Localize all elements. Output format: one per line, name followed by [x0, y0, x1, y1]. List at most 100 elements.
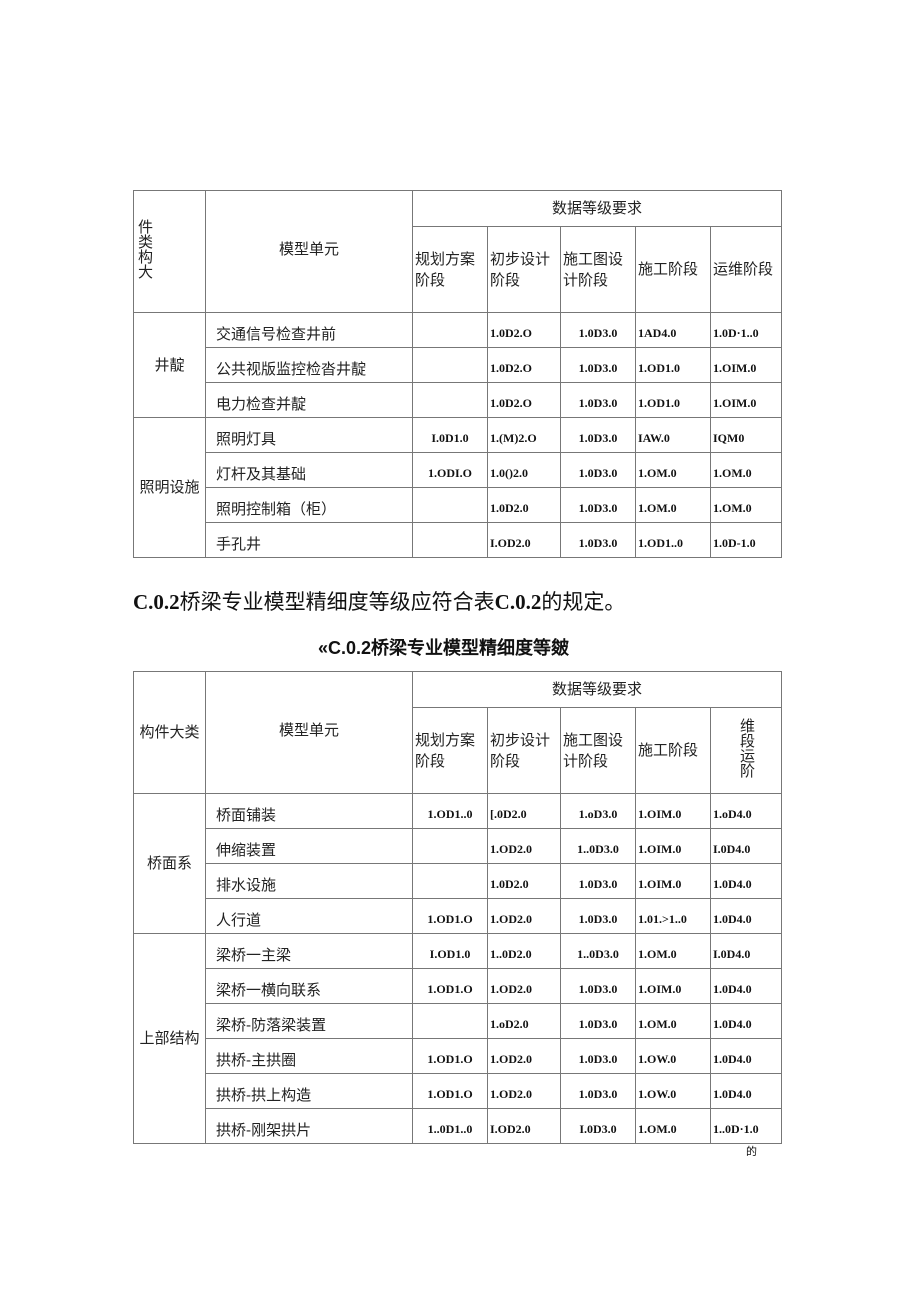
header-stage-4: 运维阶段: [709, 226, 783, 313]
level-cell: I.OD1.0: [412, 933, 488, 969]
level-cell: 1.OM.0: [635, 1108, 711, 1144]
header-unit: 模型单元: [205, 190, 413, 313]
level-cell: 1.0D3.0: [560, 417, 636, 453]
level-cell: [412, 347, 488, 383]
level-cell: 1.OD2.0: [487, 828, 561, 864]
header-category: 件类构大: [133, 190, 206, 313]
level-cell: I.0D4.0: [709, 933, 783, 969]
table-row: 灯杆及其基础 1.ODI.O 1.0()2.0 1.0D3.0 1.OM.0 1.OM.0: [134, 452, 783, 488]
level-cell: 1.0D3.0: [560, 312, 636, 348]
level-cell: 1.0D2.0: [487, 487, 561, 523]
category-cell: 井靛: [133, 312, 206, 418]
model-unit-cell: 灯杆及其基础: [205, 452, 413, 488]
level-cell: 1.OD1.0: [635, 347, 711, 383]
level-cell: 1.0D3.0: [560, 1038, 636, 1074]
stage-label: 维段运阶: [738, 717, 755, 778]
level-cell: 1.0D4.0: [709, 863, 783, 899]
header-stage-1: 初步设计阶段: [487, 226, 561, 313]
stage-label: 初步设计阶段: [490, 730, 551, 770]
level-cell: 1..0D2.0: [487, 933, 561, 969]
level-cell: 1.OD2.0: [487, 968, 561, 1004]
level-cell: [412, 312, 488, 348]
level-cell: 1.0D2.O: [487, 382, 561, 418]
level-cell: 1.OIM.0: [709, 347, 783, 383]
stage-label: 施工阶段: [638, 741, 699, 759]
header-stage-4: 维段运阶: [709, 707, 783, 794]
level-cell: [412, 487, 488, 523]
level-cell: 1.0D2.0: [487, 863, 561, 899]
level-cell: 1.oD2.0: [487, 1003, 561, 1039]
table-row: 井靛 交通信号检查井前 1.0D2.O 1.0D3.0 1AD4.0 1.0D·1..0: [133, 312, 783, 418]
level-cell: I.OD2.0: [487, 1108, 561, 1144]
table-row: 排水设施 1.0D2.0 1.0D3.0 1.OIM.0 1.0D4.0: [134, 863, 783, 899]
header-data-level: 数据等级要求: [411, 190, 783, 227]
level-cell: I.0D3.0: [560, 1108, 636, 1144]
level-cell: 1.OM.0: [635, 933, 711, 969]
level-cell: 1.0D3.0: [560, 522, 636, 558]
level-cell: 1.oD3.0: [560, 793, 636, 829]
footer-text: 的: [746, 1145, 757, 1158]
model-unit-cell: 梁桥-防落梁装置: [205, 1003, 413, 1039]
model-unit-cell: 桥面铺装: [205, 793, 413, 829]
stage-label: 施工图设计阶段: [563, 249, 624, 289]
stage-label: 规划方案阶段: [415, 249, 476, 289]
level-cell: 1.0D4.0: [709, 1038, 783, 1074]
level-cell: 1.OD1.O: [412, 1038, 488, 1074]
level-cell: 1.OD1.O: [412, 968, 488, 1004]
model-unit-cell: 拱桥-刚架拱片: [205, 1108, 413, 1144]
level-cell: 1.0()2.0: [487, 452, 561, 488]
table-model-levels-1: 件类构大 模型单元 数据等级要求规划方案阶段 初步设计阶段 施工图设计阶段 施工阶段 运维阶…: [133, 190, 783, 558]
level-cell: 1.OW.0: [635, 1038, 711, 1074]
header-stage-1: 初步设计阶段: [487, 707, 561, 794]
level-cell: 1.(M)2.O: [487, 417, 561, 453]
level-cell: 1.OD1.O: [412, 1073, 488, 1109]
header-stage-3: 施工阶段: [635, 707, 711, 794]
category-cell: 桥面系: [133, 793, 206, 934]
table-row: 照明设施 照明灯具 I.0D1.0 1.(M)2.O 1.0D3.0 IAW.0 IQM0: [133, 417, 783, 558]
table-bridge-model-levels: 构件大类 模型单元 数据等级要求 规划方案阶段 初步设计阶段 施工图设计阶段 施工阶段 维段运…: [133, 671, 783, 1144]
stage-label: 运维阶段: [713, 260, 774, 278]
model-unit-cell: 梁桥一主梁: [205, 933, 413, 969]
header-category: 构件大类: [133, 671, 206, 794]
level-cell: 1.OIM.0: [635, 828, 711, 864]
model-unit-cell: 拱桥-主拱圈: [205, 1038, 413, 1074]
level-cell: 1.OD2.0: [487, 1038, 561, 1074]
header-stage-0: 规划方案阶段: [412, 226, 488, 313]
table-caption: «C.0.2桥梁专业模型精细度等皴: [318, 638, 570, 658]
model-unit-cell: 伸缩装置: [205, 828, 413, 864]
level-cell: 1.OW.0: [635, 1073, 711, 1109]
header-data-level: 数据等级要求: [411, 671, 783, 708]
category-cell: 照明设施: [133, 417, 206, 558]
model-unit-cell: 照明控制箱（柜）: [205, 487, 413, 523]
level-cell: 1.OD1..0: [635, 522, 711, 558]
level-cell: 1.0D3.0: [560, 898, 636, 934]
level-cell: 1.0D3.0: [560, 347, 636, 383]
level-cell: 1AD4.0: [635, 312, 711, 348]
level-cell: [.0D2.0: [487, 793, 561, 829]
level-cell: 1.0D-1.0: [709, 522, 783, 558]
level-cell: [412, 1003, 488, 1039]
level-cell: 1..0D3.0: [560, 828, 636, 864]
header-category-text: 构件大类: [139, 723, 200, 741]
table-row: 伸缩装置 1.OD2.0 1..0D3.0 1.OIM.0 I.0D4.0: [134, 828, 783, 864]
table-ref: C.0.2: [494, 590, 542, 614]
level-cell: 1.0D4.0: [709, 968, 783, 1004]
level-cell: 1.0D4.0: [709, 898, 783, 934]
table-row: 拱桥-主拱圈 1.OD1.O 1.OD2.0 1.0D3.0 1.OW.0 1.0D4.0: [134, 1038, 783, 1074]
category-cell: 上部结构: [133, 933, 206, 1144]
stage-label: 施工阶段: [638, 260, 699, 278]
level-cell: 1..0D3.0: [560, 933, 636, 969]
level-cell: 1.0D3.0: [560, 382, 636, 418]
level-cell: 1.ODI.O: [412, 452, 488, 488]
table-row: 人行道 1.OD1.O 1.OD2.0 1.0D3.0 1.01.>1..0 1.0D4.…: [134, 898, 783, 934]
table-row: 手孔井 I.OD2.0 1.0D3.0 1.OD1..0 1.0D-1.0: [134, 522, 783, 558]
model-unit-cell: 照明灯具: [205, 417, 413, 453]
level-cell: [412, 382, 488, 418]
level-cell: 1.0D3.0: [560, 452, 636, 488]
stage-label: 初步设计阶段: [490, 249, 551, 289]
level-cell: 1.0D2.O: [487, 312, 561, 348]
header-stage-2: 施工图设计阶段: [560, 226, 636, 313]
level-cell: 1.OIM.0: [709, 382, 783, 418]
level-cell: 1.OM.0: [635, 487, 711, 523]
level-cell: [412, 828, 488, 864]
